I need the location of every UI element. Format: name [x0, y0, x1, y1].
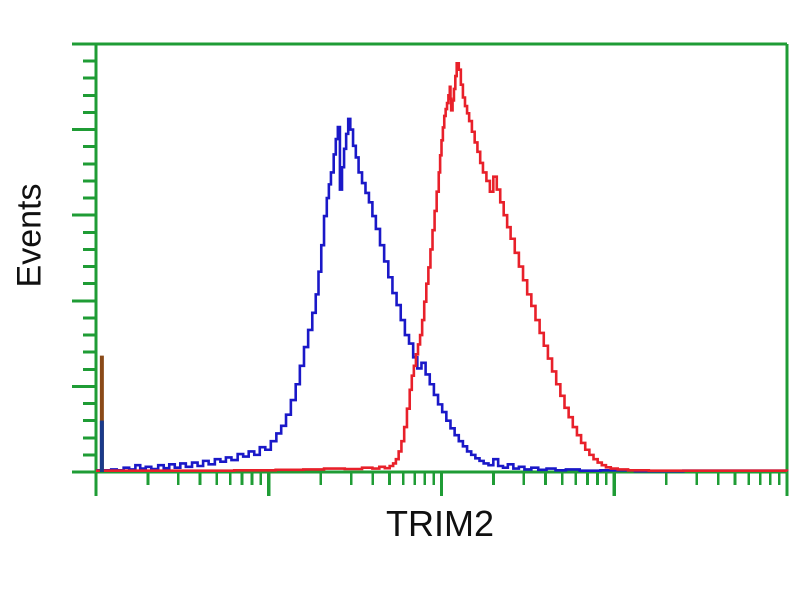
series-layer [96, 61, 789, 473]
y-axis-ticks [72, 42, 96, 474]
x-axis-ticks [94, 472, 789, 496]
histogram-trace-TRIM2-stained [96, 61, 789, 473]
plot-area-background [96, 44, 787, 472]
histogram-trace-control [96, 117, 789, 473]
